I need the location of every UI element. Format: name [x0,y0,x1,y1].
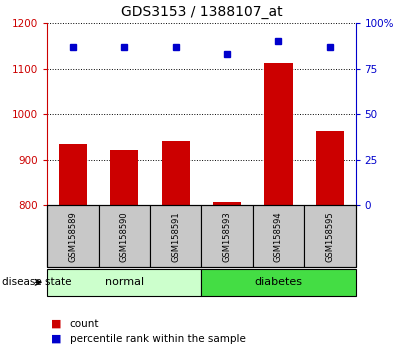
Text: disease state: disease state [2,277,72,287]
Bar [59,144,87,205]
Text: percentile rank within the sample: percentile rank within the sample [70,334,246,344]
Bar [99,205,150,267]
Text: GSM158589: GSM158589 [69,211,77,262]
Bar [304,205,356,267]
Bar [213,202,241,205]
Bar [253,205,304,267]
Bar [150,205,201,267]
Text: ■: ■ [51,319,62,329]
Text: GSM158591: GSM158591 [171,211,180,262]
Text: ■: ■ [51,334,62,344]
Bar [162,141,190,205]
Title: GDS3153 / 1388107_at: GDS3153 / 1388107_at [120,5,282,19]
Bar [264,63,293,205]
Text: GSM158590: GSM158590 [120,211,129,262]
Bar [47,269,201,296]
Text: diabetes: diabetes [254,277,302,287]
Text: normal: normal [105,277,144,287]
Text: count: count [70,319,99,329]
Text: GSM158595: GSM158595 [326,211,334,262]
Bar [201,205,253,267]
Bar [47,205,99,267]
Bar [201,269,356,296]
Bar [110,150,139,205]
Text: GSM158593: GSM158593 [223,211,231,262]
Text: GSM158594: GSM158594 [274,211,283,262]
Bar [316,131,344,205]
